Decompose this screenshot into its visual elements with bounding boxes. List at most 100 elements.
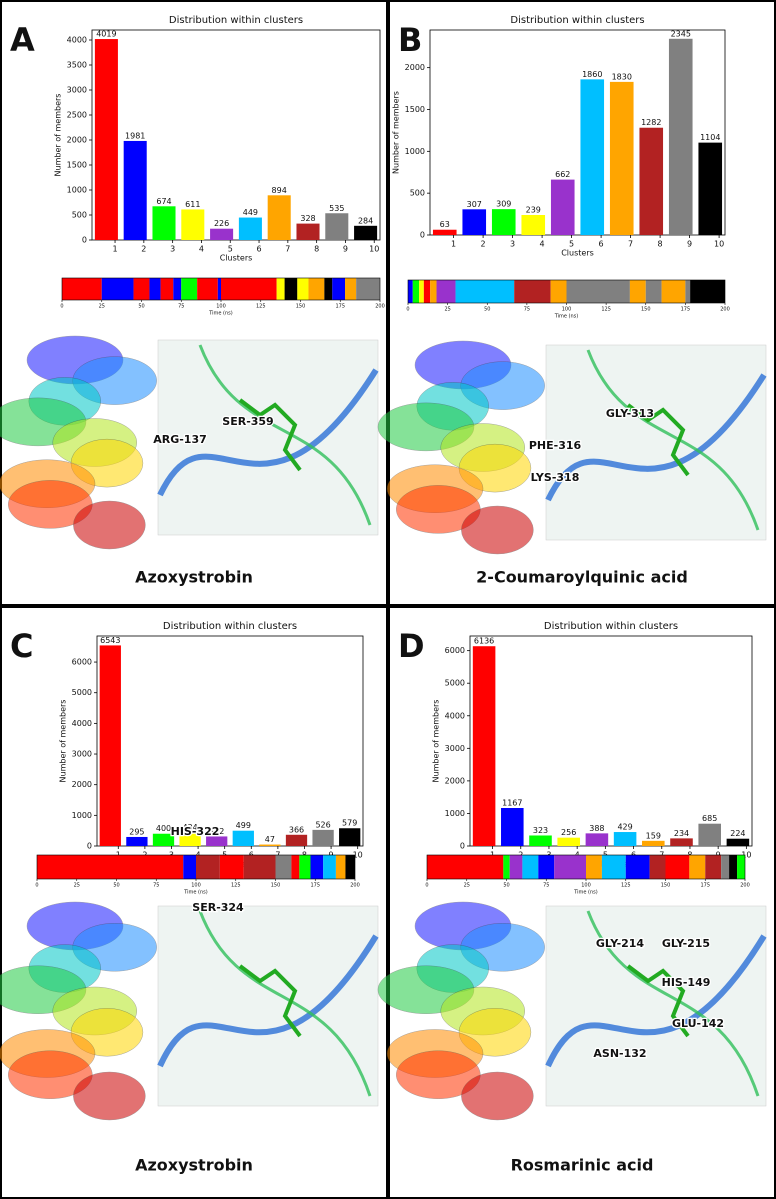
y-tick-label: 4000 [72, 719, 92, 728]
value-label: 1167 [502, 799, 522, 808]
bar [668, 38, 693, 236]
x-tick-label: 100 [581, 883, 591, 889]
y-tick-label: 3000 [445, 744, 465, 753]
value-label: 685 [702, 814, 717, 823]
x-axis-label: Clusters [561, 249, 594, 258]
cluster-segment [522, 855, 539, 879]
value-label: 239 [526, 206, 541, 215]
ribbon [545, 934, 767, 1068]
value-label: 434 [182, 823, 197, 832]
timeline-chart: 0 25 50 75 100 125 150 175 200 Time (ns) [35, 854, 360, 896]
closeup-image [545, 344, 767, 541]
cluster-segment [554, 855, 586, 879]
cluster-segment [276, 278, 285, 300]
cluster-segment [291, 855, 300, 879]
cluster-segment [503, 855, 510, 879]
x-tick-label: 150 [661, 883, 671, 889]
value-label: 1981 [125, 131, 145, 140]
x-tick-label: 25 [74, 883, 80, 889]
residue-label: GLY-313 [606, 407, 654, 420]
x-tick-label: 100 [216, 304, 226, 310]
cluster-segment [514, 280, 551, 303]
x-tick-label: 150 [271, 883, 281, 889]
x-tick-label: 25 [444, 307, 450, 313]
bar [529, 835, 552, 846]
cluster-segment [629, 280, 646, 303]
bar [462, 209, 487, 235]
y-tick-label: 4000 [67, 36, 87, 45]
x-tick-label: 75 [524, 307, 530, 313]
x-tick-label: 50 [138, 304, 144, 310]
x-tick-label: 175 [310, 883, 320, 889]
cluster-segment [685, 280, 691, 303]
cluster-segment [625, 855, 650, 879]
cluster-segment [243, 855, 276, 879]
value-label: 256 [561, 828, 576, 837]
cluster-segment [566, 280, 630, 303]
x-axis-label: Time (ns) [573, 890, 598, 896]
bar [152, 206, 176, 240]
ribbon [198, 344, 372, 526]
cluster-segment [160, 278, 174, 300]
x-tick-label: 125 [231, 883, 241, 889]
residue-label: SER-324 [192, 901, 244, 914]
x-tick-label: 75 [153, 883, 159, 889]
bar [698, 142, 723, 235]
cluster-segment [308, 278, 325, 300]
y-tick-label: 0 [460, 842, 465, 851]
x-tick-label: 8 [658, 240, 663, 249]
plot-frame [469, 635, 753, 847]
cluster-segment [408, 280, 413, 303]
value-label: 1860 [582, 70, 602, 79]
cluster-segment [729, 855, 738, 879]
bar [726, 838, 750, 846]
bar [550, 179, 575, 235]
bar-chart: Distribution within clusters050010001500… [0, 15, 381, 587]
y-tick-label: 2000 [405, 63, 425, 72]
bar [432, 229, 457, 235]
ligand [626, 403, 690, 477]
x-tick-label: 175 [335, 304, 345, 310]
x-tick-label: 2 [141, 245, 146, 254]
chart-title: Distribution within clusters [510, 15, 644, 26]
cluster-segment [423, 280, 431, 303]
bar [613, 832, 637, 846]
protein-domain [73, 500, 146, 550]
compound-name: 2-Coumaroylquinic acid [476, 568, 688, 587]
value-label: 611 [185, 200, 200, 209]
bar [698, 823, 721, 846]
value-label: 1830 [612, 72, 632, 81]
x-axis-label: Time (ns) [183, 890, 208, 896]
bar [94, 39, 118, 240]
cluster-segment [721, 855, 730, 879]
y-tick-label: 0 [87, 842, 92, 851]
cluster-segment [427, 855, 504, 879]
cluster-segment [509, 855, 523, 879]
y-axis-label: Number of members [59, 700, 68, 783]
x-tick-label: 0 [35, 883, 38, 889]
x-tick-label: 200 [375, 304, 385, 310]
plot-frame [96, 635, 364, 847]
bar [472, 646, 496, 846]
value-label: 366 [289, 825, 304, 834]
cluster-segment [297, 278, 309, 300]
y-tick-label: 1000 [405, 147, 425, 156]
ribbon [157, 368, 379, 497]
y-tick-label: 0 [420, 231, 425, 240]
x-tick-label: 125 [621, 883, 631, 889]
cluster-segment [196, 855, 220, 879]
ribbon [586, 910, 760, 1097]
cluster-segment [299, 855, 311, 879]
protein-domain [461, 505, 534, 555]
value-label: 159 [646, 831, 661, 840]
value-label: 2345 [671, 29, 691, 38]
x-axis-label: Clusters [220, 254, 253, 263]
cluster-segment [149, 278, 161, 300]
bar-chart: Distribution within clusters050010001500… [377, 15, 767, 587]
x-tick-label: 5 [228, 245, 233, 254]
cluster-segment [345, 855, 355, 879]
y-tick-label: 5000 [72, 688, 92, 697]
residue-label: GLY-215 [662, 937, 710, 950]
y-tick-label: 0 [82, 236, 87, 245]
